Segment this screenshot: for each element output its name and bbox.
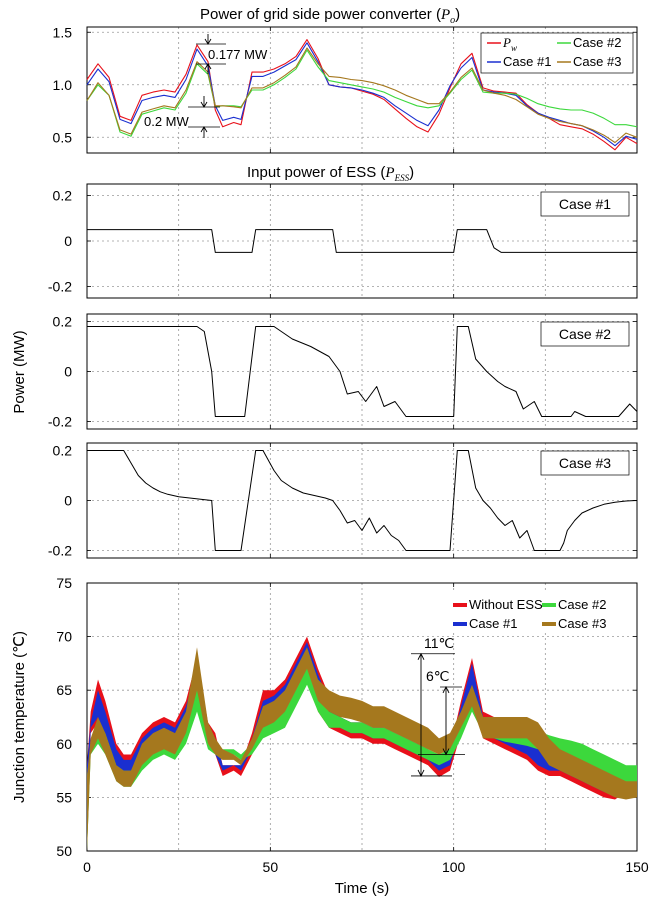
ess-power-line (87, 326, 638, 417)
legend: Without ESS Case #1 Case #2 Case #3 (448, 590, 634, 632)
y-tick-label: 0.5 (53, 129, 73, 145)
x-tick-label: 50 (263, 859, 279, 875)
series-line-case1 (86, 42, 638, 147)
annotation-arrow-head (442, 748, 450, 756)
title-suffix: ) (409, 164, 414, 181)
y-tick-label: 1.5 (53, 24, 73, 40)
legend-label: Without ESS (469, 597, 543, 612)
y-tick-label: 0 (64, 233, 72, 249)
y-tick-label: 0 (64, 364, 72, 380)
ess-power-panel-case1: 0.2 0 -0.2 Case #1 (48, 183, 638, 299)
x-tick-label: 100 (442, 859, 466, 875)
panel-1-title: Power of grid side power converter (Po) (200, 6, 460, 26)
y-tick-label: -0.2 (48, 543, 72, 559)
y-tick-label: 60 (56, 736, 72, 752)
legend-label: Case #2 (573, 35, 621, 50)
annotation-label: 6℃ (426, 668, 450, 684)
y-tick-label: 0 (64, 493, 72, 509)
legend-label: Case #1 (469, 616, 517, 631)
annotation-arrow-head (204, 38, 212, 45)
annotation-label: 11℃ (424, 635, 454, 651)
annotation-arrow-head (200, 126, 208, 133)
temperature-axes (86, 582, 638, 852)
annotation-arrow-head (204, 63, 212, 70)
annotation-arrow-head (417, 652, 425, 660)
legend-label: Case #1 (503, 54, 551, 69)
annotations: 0.177 MW 0.2 MW (144, 34, 268, 138)
x-axis-label: Time (s) (335, 880, 389, 897)
case-label-box (540, 321, 630, 347)
annotation-label: 0.177 MW (208, 47, 268, 62)
y-tick-label: -0.2 (48, 279, 72, 295)
legend-box (480, 32, 634, 74)
title-symbol: P (384, 165, 394, 181)
legend-label: Case #2 (558, 597, 606, 612)
y-tick-label: 55 (56, 789, 72, 805)
case-label: Case #2 (559, 326, 611, 342)
junction-temperature-panel: 75 70 65 60 55 50 0 50 100 150 Without ESS Case #1 C… (56, 575, 648, 875)
band-case1 (87, 642, 637, 851)
annotation-label: 0.2 MW (144, 114, 190, 129)
x-tick-label: 0 (83, 859, 91, 875)
y-tick-label: 75 (56, 575, 72, 591)
case-label: Case #3 (559, 455, 611, 471)
title-subscript: ESS (394, 173, 410, 183)
case-label: Case #1 (559, 196, 611, 212)
y-tick-label: 0.2 (53, 187, 73, 203)
legend-box (448, 590, 634, 632)
y-tick-label: 0.2 (53, 314, 73, 330)
legend-label: Case #3 (558, 616, 606, 631)
legend-subscript: w (511, 43, 517, 53)
y-tick-label: 0.2 (53, 443, 73, 459)
ess-axes (86, 183, 638, 299)
grid-power-axes (86, 26, 638, 154)
title-suffix: ) (455, 6, 460, 23)
legend-label: Case #3 (573, 54, 621, 69)
series-line-case3 (86, 47, 638, 144)
ess-power-panel-case3: 0.2 0 -0.2 Case #3 (48, 442, 638, 559)
annotation-arrow-head (442, 685, 450, 694)
case-label-box (540, 450, 630, 476)
ess-power-line (87, 450, 638, 551)
y-tick-label: 1.0 (53, 77, 73, 93)
ess-power-line (87, 229, 637, 253)
case-label-box (540, 191, 630, 217)
temperature-y-axis-label: Junction temperature (℃) (11, 631, 28, 803)
series-line-case2 (86, 49, 638, 137)
ess-power-panel-case2: 0.2 0 -0.2 Case #2 (48, 313, 638, 430)
y-tick-label: 50 (56, 843, 72, 859)
title-symbol: P (440, 7, 450, 23)
annotation-arrow-head (200, 101, 208, 108)
annotation-arrow-head (417, 769, 425, 777)
figure-text-layer: Power of grid side power converter (Po) I… (11, 6, 460, 897)
ess-y-axis-label: Power (MW) (11, 330, 28, 413)
panel-2-title: Input power of ESS (PESS) (247, 164, 414, 183)
ess-axes (86, 313, 638, 430)
y-tick-label: -0.2 (48, 414, 72, 430)
x-tick-label: 150 (625, 859, 649, 875)
title-subscript: o (450, 15, 455, 26)
y-tick-label: 65 (56, 682, 72, 698)
annotations: 11℃ 6℃ (411, 635, 465, 777)
y-tick-label: 70 (56, 629, 72, 645)
